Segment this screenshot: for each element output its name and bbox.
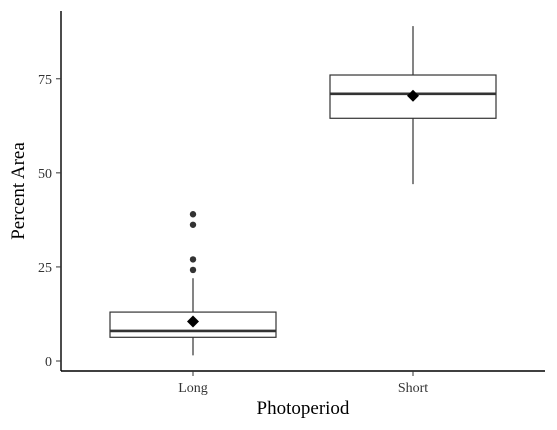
y-tick-label: 0 xyxy=(45,355,52,370)
outlier-point xyxy=(189,211,197,218)
axes xyxy=(60,11,545,372)
x-tick-label: Long xyxy=(178,381,208,396)
outlier-point xyxy=(189,266,197,274)
y-axis-title: Percent Area xyxy=(8,142,29,240)
x-tick-label: Short xyxy=(398,381,428,396)
ticks: 0 25 50 75 Long Short xyxy=(38,73,428,396)
box-group-short xyxy=(329,26,497,185)
box-group-long xyxy=(109,211,277,356)
mean-marker xyxy=(407,89,419,102)
y-tick-label: 25 xyxy=(38,261,52,276)
outlier-point xyxy=(189,221,197,228)
plot-area xyxy=(109,26,497,356)
outlier-point xyxy=(189,256,197,263)
x-axis-title: Photoperiod xyxy=(257,398,350,419)
mean-marker xyxy=(187,315,199,328)
y-tick-label: 75 xyxy=(38,73,52,88)
y-tick-label: 50 xyxy=(38,167,52,182)
